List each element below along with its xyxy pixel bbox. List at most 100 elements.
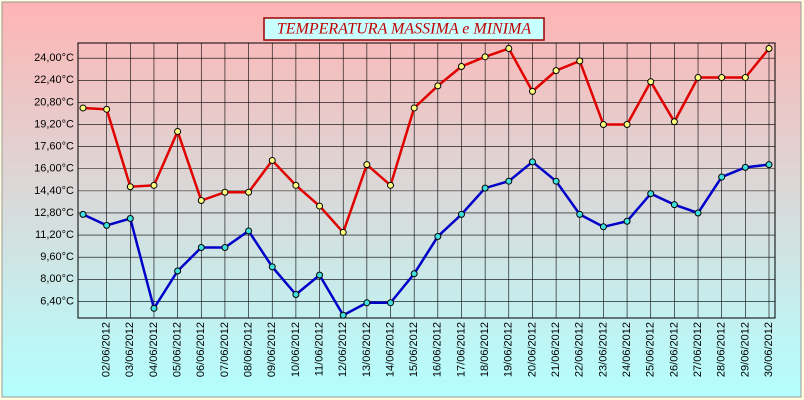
x-tick-label: 13/06/2012 [361, 322, 373, 377]
data-point [647, 190, 655, 198]
data-point [387, 299, 395, 307]
data-point [79, 210, 87, 218]
data-point [292, 181, 300, 189]
data-point [623, 217, 631, 225]
x-tick-label: 14/06/2012 [384, 322, 396, 377]
data-point [221, 188, 229, 196]
data-point [126, 215, 134, 223]
x-tick-label: 28/06/2012 [716, 322, 728, 377]
x-tick-label: 25/06/2012 [645, 322, 657, 377]
data-point [363, 299, 371, 307]
data-point [150, 181, 158, 189]
data-point [292, 291, 300, 299]
title-box [263, 17, 545, 41]
data-point [316, 202, 324, 210]
data-point [694, 74, 702, 82]
data-point [221, 244, 229, 252]
y-tick-label: 20,80°C [34, 96, 74, 108]
series-line [82, 160, 770, 317]
data-point [741, 74, 749, 82]
data-point [670, 118, 678, 126]
x-tick-label: 02/06/2012 [101, 322, 113, 377]
data-point [528, 87, 536, 95]
data-point [765, 161, 773, 169]
y-tick-label: 16,00°C [34, 163, 74, 175]
x-tick-label: 23/06/2012 [597, 322, 609, 377]
y-tick-label: 17,60°C [34, 141, 74, 153]
data-point [552, 177, 560, 185]
x-tick-label: 10/06/2012 [290, 322, 302, 377]
data-point [718, 173, 726, 181]
data-point [268, 263, 276, 271]
x-tick-label: 11/06/2012 [313, 322, 325, 376]
y-tick-label: 22,40°C [34, 74, 74, 86]
x-tick-label: 26/06/2012 [668, 322, 680, 377]
y-tick-label: 6,40°C [40, 295, 74, 307]
data-point [410, 104, 418, 112]
data-point [387, 181, 395, 189]
data-point [481, 184, 489, 192]
x-tick-label: 05/06/2012 [172, 322, 184, 377]
data-point [245, 227, 253, 235]
x-tick-label: 07/06/2012 [219, 322, 231, 377]
y-tick-label: 12,80°C [34, 207, 74, 219]
data-point [339, 228, 347, 236]
data-point [268, 156, 276, 164]
x-tick-label: 30/06/2012 [763, 322, 775, 377]
data-point [126, 183, 134, 191]
x-tick-label: 09/06/2012 [266, 322, 278, 377]
x-tick-label: 03/06/2012 [124, 322, 136, 377]
series-line [82, 46, 770, 235]
data-point [434, 232, 442, 240]
y-tick-label: 8,00°C [40, 273, 74, 285]
data-point [174, 267, 182, 275]
data-point [505, 177, 513, 185]
data-point [197, 244, 205, 252]
data-point [174, 127, 182, 135]
data-point [670, 201, 678, 209]
data-point [103, 221, 111, 229]
data-point [150, 304, 158, 312]
y-tick-label: 9,60°C [40, 251, 74, 263]
x-tick-label: 20/06/2012 [526, 322, 538, 377]
plot-area [77, 42, 776, 319]
data-point [457, 62, 465, 70]
x-tick-label: 12/06/2012 [337, 322, 349, 377]
data-point [197, 197, 205, 205]
data-point [434, 82, 442, 90]
x-tick-label: 17/06/2012 [455, 322, 467, 377]
data-point [457, 210, 465, 218]
data-point [576, 57, 584, 65]
data-point [339, 311, 347, 319]
data-point [599, 121, 607, 129]
data-point [528, 158, 536, 166]
data-point [316, 271, 324, 279]
x-tick-label: 16/06/2012 [432, 322, 444, 377]
x-tick-label: 19/06/2012 [503, 322, 515, 377]
x-tick-label: 15/06/2012 [408, 322, 420, 377]
data-point [245, 188, 253, 196]
data-point [505, 45, 513, 53]
x-tick-label: 22/06/2012 [574, 322, 586, 377]
x-tick-label: 06/06/2012 [195, 322, 207, 377]
data-point [765, 45, 773, 53]
data-point [410, 270, 418, 278]
data-point [741, 163, 749, 171]
x-tick-label: 08/06/2012 [242, 322, 254, 377]
x-tick-label: 24/06/2012 [621, 322, 633, 377]
data-point [103, 105, 111, 113]
data-point [576, 210, 584, 218]
y-tick-label: 14,40°C [34, 185, 74, 197]
x-tick-label: 04/06/2012 [148, 322, 160, 377]
data-point [481, 53, 489, 61]
data-point [694, 209, 702, 217]
x-tick-label: 18/06/2012 [479, 322, 491, 377]
data-point [552, 67, 560, 75]
data-point [79, 104, 87, 112]
data-point [599, 223, 607, 231]
y-tick-label: 24,00°C [34, 52, 74, 64]
y-tick-label: 19,20°C [34, 118, 74, 130]
